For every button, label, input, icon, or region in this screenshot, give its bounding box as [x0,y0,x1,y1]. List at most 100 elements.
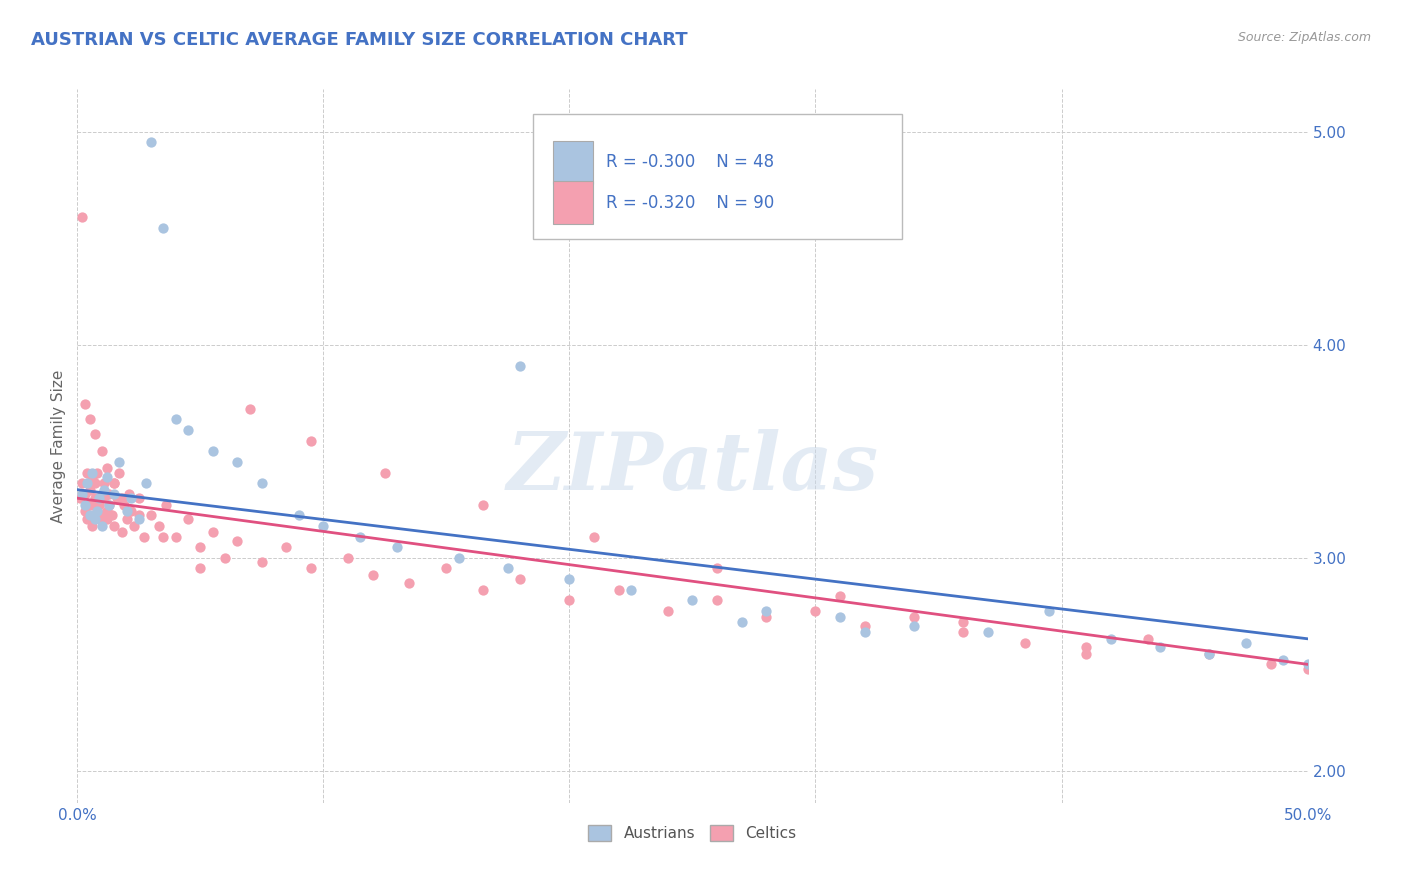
Point [830,589,852,603]
Point [558,572,581,586]
Text: AUSTRIAN VS CELTIC AVERAGE FAMILY SIZE CORRELATION CHART: AUSTRIAN VS CELTIC AVERAGE FAMILY SIZE C… [31,31,688,49]
Point [250,555,273,569]
Point [682,593,704,607]
Point [288,508,311,523]
Point [103,476,125,491]
Point [250,476,273,491]
Point [201,525,224,540]
Point [132,529,155,543]
Text: Source: ZipAtlas.com: Source: ZipAtlas.com [1237,31,1371,45]
Point [276,540,298,554]
Point [103,487,125,501]
Point [73,487,96,501]
Point [103,519,125,533]
Point [903,610,925,624]
Point [89,491,111,506]
Point [1076,640,1098,655]
Point [141,508,163,523]
Point [148,519,170,533]
Point [385,540,409,554]
Point [830,610,852,624]
Point [398,576,420,591]
Point [128,512,150,526]
Point [90,487,114,501]
Bar [554,181,593,224]
Point [79,412,101,426]
Point [79,483,101,497]
Point [755,604,778,618]
Point [89,512,111,526]
Point [299,561,322,575]
Point [436,561,458,575]
Point [337,550,360,565]
Point [96,470,118,484]
Point [706,561,728,575]
Point [472,498,495,512]
Point [111,525,132,540]
Point [98,498,121,512]
Point [82,470,104,484]
Point [111,491,132,506]
Point [620,582,643,597]
Point [121,504,143,518]
Point [76,466,98,480]
Point [952,615,974,629]
Point [1038,604,1060,618]
Point [115,504,138,518]
Point [73,498,96,512]
Point [69,491,91,506]
Point [226,455,249,469]
Point [128,491,150,506]
Point [188,561,212,575]
Point [90,444,114,458]
Point [89,498,111,512]
Point [76,512,98,526]
Point [1260,657,1282,672]
Point [952,625,974,640]
Point [93,491,115,506]
Point [79,498,101,512]
Point [1149,640,1171,655]
Point [73,504,96,518]
Text: R = -0.320    N = 90: R = -0.320 N = 90 [606,194,775,211]
Legend: Austrians, Celtics: Austrians, Celtics [581,817,804,848]
Point [96,461,118,475]
Point [70,210,93,224]
Point [731,615,754,629]
Point [177,423,200,437]
Point [82,519,104,533]
Point [1272,653,1295,667]
Point [447,550,470,565]
Point [226,533,249,548]
Point [101,508,124,523]
FancyBboxPatch shape [533,114,901,239]
Point [509,572,531,586]
Point [188,540,212,554]
Point [165,412,187,426]
Point [903,619,925,633]
Point [853,619,876,633]
Point [121,491,143,506]
Point [583,529,606,543]
Point [1076,647,1098,661]
Point [141,136,163,150]
Point [1198,647,1220,661]
Point [977,625,1000,640]
Point [1296,657,1319,672]
Point [374,466,396,480]
Point [853,625,876,640]
Text: R = -0.300    N = 48: R = -0.300 N = 48 [606,153,775,171]
Point [70,476,93,491]
Point [312,519,335,533]
Point [152,529,174,543]
Point [122,519,145,533]
Point [86,504,108,518]
Text: ZIPatlas: ZIPatlas [506,429,879,506]
Point [86,466,108,480]
Point [657,604,679,618]
Point [1136,632,1159,646]
Point [83,476,105,491]
Point [93,483,115,497]
Point [472,582,495,597]
Point [804,604,827,618]
